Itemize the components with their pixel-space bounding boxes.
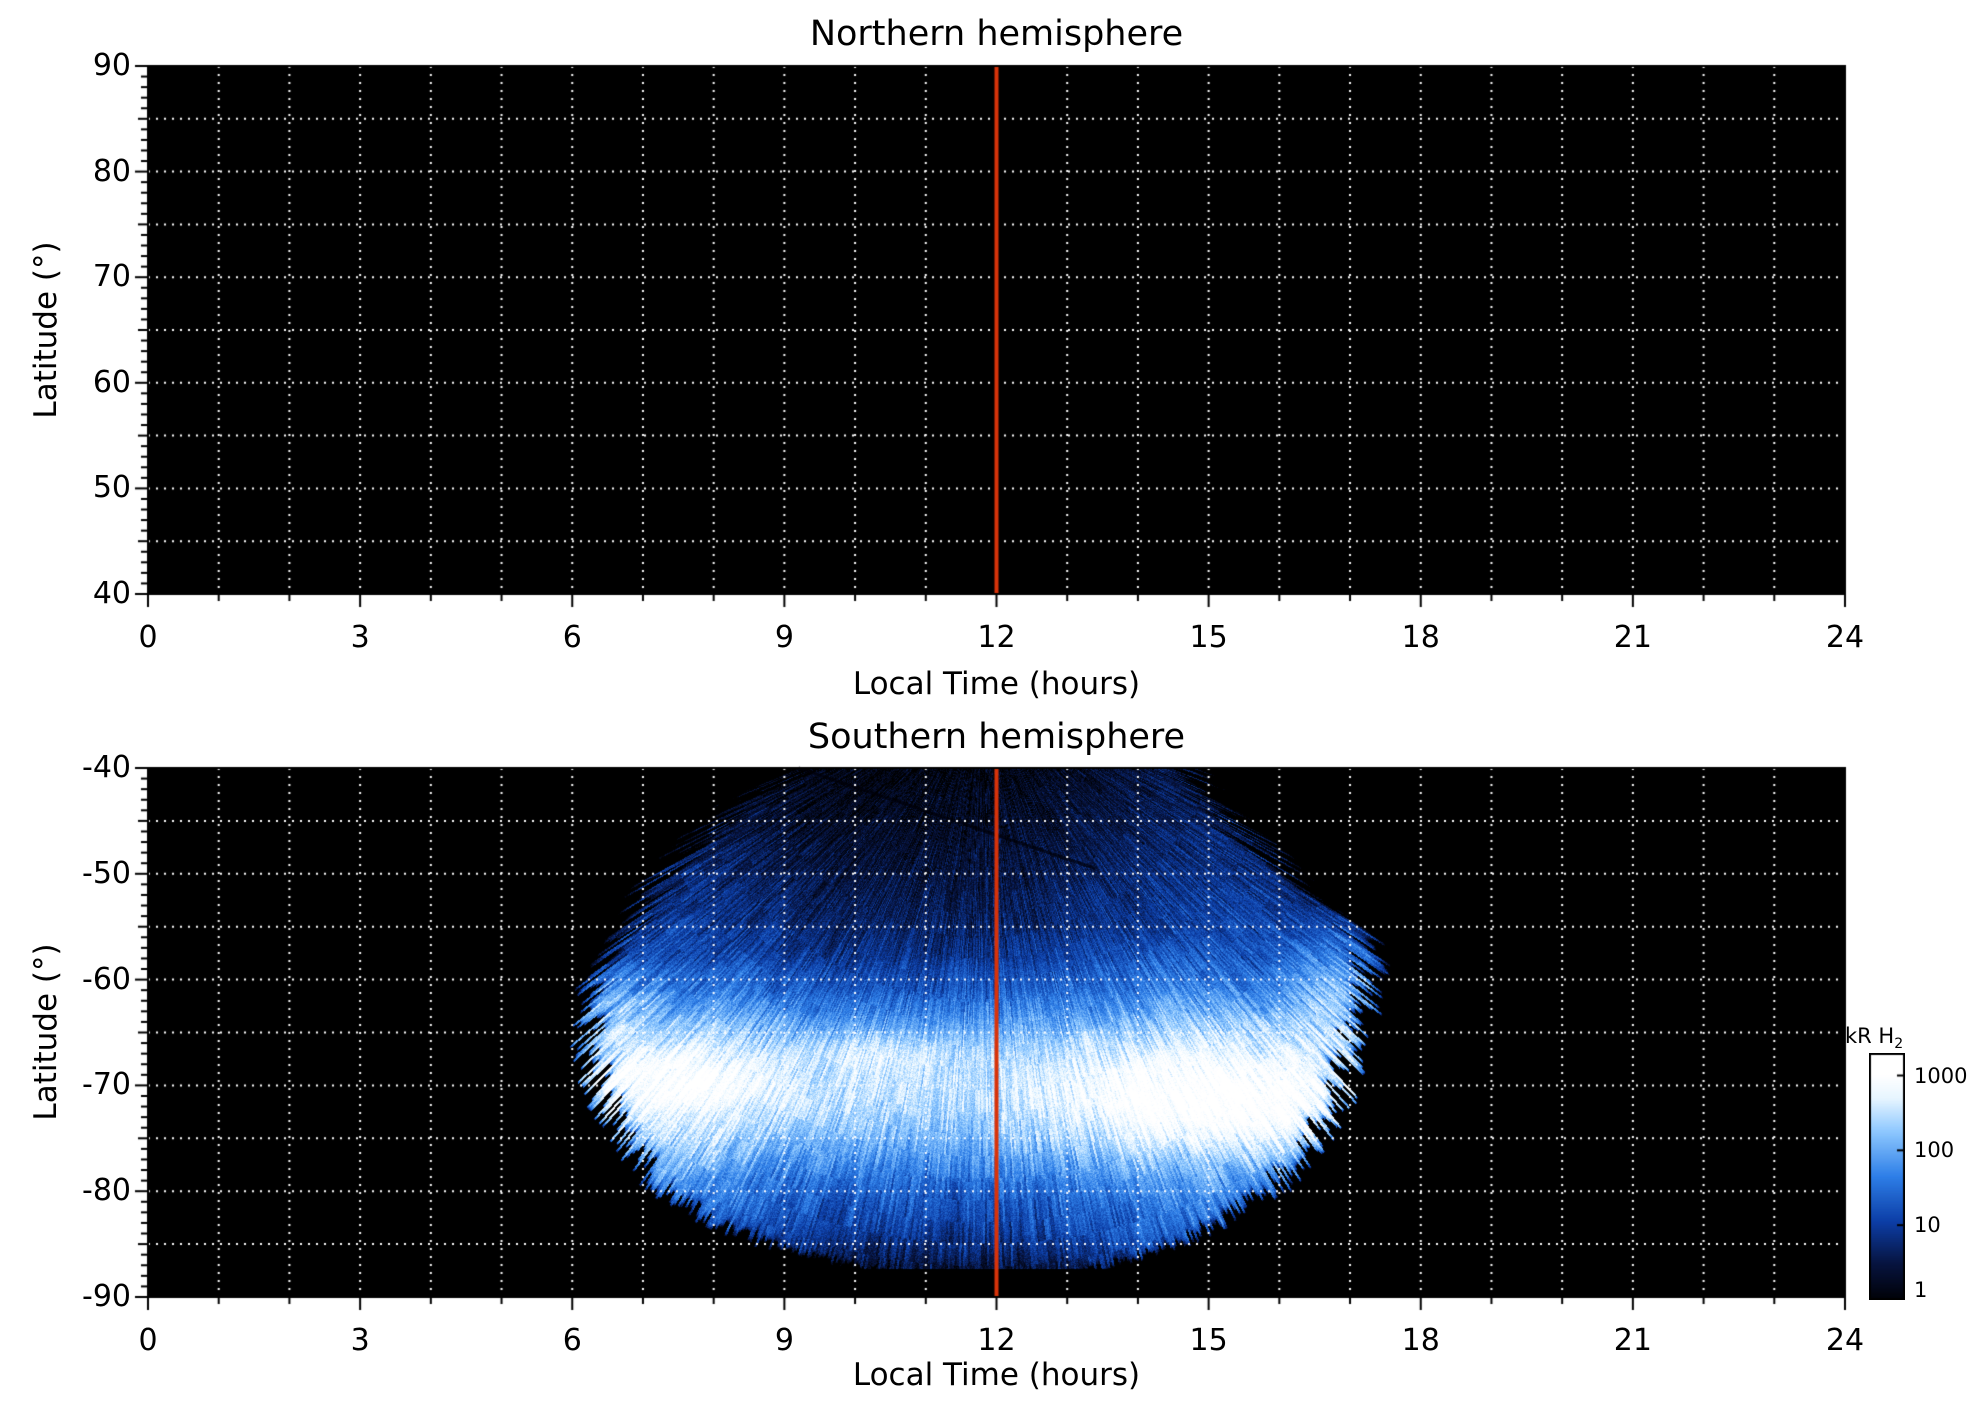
north-panel-title: Northern hemisphere: [809, 14, 1184, 54]
south-panel-title: Southern hemisphere: [807, 717, 1186, 757]
north-x-tick-label: 9: [774, 620, 794, 655]
south-y-tick-label: -50: [82, 855, 131, 891]
south-x-tick-label: 3: [350, 1323, 370, 1358]
south-x-tick-label: 24: [1825, 1323, 1865, 1358]
south-y-tick-label: -90: [82, 1279, 131, 1314]
south-y-tick-label: -40: [82, 750, 131, 785]
north-x-tick-label: 6: [562, 620, 582, 655]
south-heatmap-canvas: [122, 765, 1848, 1319]
south-y-tick-label: -80: [82, 1173, 131, 1209]
colorbar-tick-label: 100: [1914, 1138, 1955, 1163]
north-y-tick-label: 40: [92, 576, 131, 611]
north-x-tick-label: 18: [1401, 620, 1440, 655]
south-x-tick-label: 9: [774, 1323, 794, 1358]
north-y-tick-label: 70: [92, 259, 131, 295]
north-x-tick-label: 15: [1189, 620, 1228, 655]
south-x-tick-label: 6: [562, 1323, 582, 1358]
south-x-axis-label: Local Time (hours): [852, 1357, 1141, 1393]
south-x-tick-label: 21: [1613, 1323, 1652, 1358]
colorbar-label: kR H2: [1845, 1024, 1903, 1056]
south-x-tick-label: 18: [1401, 1323, 1440, 1358]
colorbar-tick-label: 1: [1914, 1278, 1928, 1302]
north-y-tick-label: 90: [92, 48, 131, 83]
south-y-axis-label: Latitude (°): [28, 943, 64, 1121]
south-x-tick-label: 15: [1189, 1323, 1228, 1358]
south-y-tick-label: -70: [82, 1067, 131, 1103]
south-x-tick-label: 12: [977, 1323, 1016, 1358]
south-x-tick-label: 0: [138, 1323, 158, 1358]
north-y-tick-label: 60: [92, 364, 131, 400]
north-x-tick-label: 21: [1613, 620, 1652, 655]
colorbar-label-text: kR H: [1845, 1024, 1895, 1048]
north-x-tick-label: 3: [350, 620, 370, 655]
colorbar-tick-label: 10: [1914, 1213, 1941, 1238]
north-x-axis-label: Local Time (hours): [852, 666, 1141, 702]
north-heatmap-canvas: [122, 63, 1848, 616]
north-y-axis-label: Latitude (°): [28, 241, 64, 419]
south-y-tick-label: -60: [82, 961, 131, 997]
colorbar-label-subscript: 2: [1894, 1036, 1904, 1053]
north-y-tick-label: 80: [92, 153, 131, 189]
north-x-tick-label: 24: [1825, 620, 1865, 655]
north-x-tick-label: 0: [138, 620, 158, 655]
colorbar-tick-label: 1000: [1914, 1063, 1968, 1088]
north-x-tick-label: 12: [977, 620, 1016, 655]
north-y-tick-label: 50: [92, 470, 131, 506]
colorbar-canvas: [1869, 1053, 1905, 1300]
